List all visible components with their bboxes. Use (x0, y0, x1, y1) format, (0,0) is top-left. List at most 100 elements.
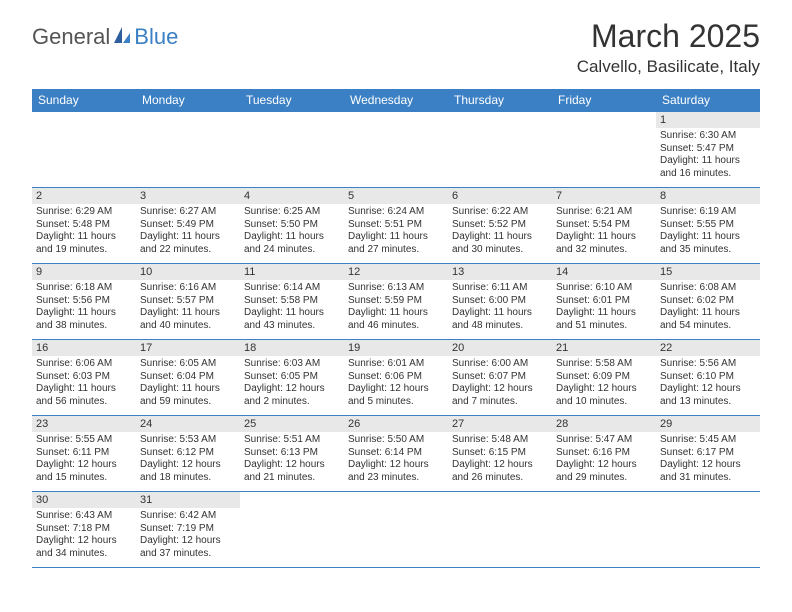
day-details: Sunrise: 6:14 AMSunset: 5:58 PMDaylight:… (240, 280, 344, 334)
calendar-day-cell: 9Sunrise: 6:18 AMSunset: 5:56 PMDaylight… (32, 264, 136, 340)
weekday-header: Sunday (32, 89, 136, 112)
daylight-line: Daylight: 11 hours and 22 minutes. (140, 231, 236, 256)
sunrise-line: Sunrise: 6:30 AM (660, 130, 756, 143)
sunset-line: Sunset: 6:15 PM (452, 447, 548, 460)
sunrise-line: Sunrise: 5:55 AM (36, 434, 132, 447)
sunrise-line: Sunrise: 6:05 AM (140, 358, 236, 371)
day-number: 10 (136, 264, 240, 280)
calendar-week-row: 9Sunrise: 6:18 AMSunset: 5:56 PMDaylight… (32, 264, 760, 340)
sunrise-line: Sunrise: 6:43 AM (36, 510, 132, 523)
day-details: Sunrise: 6:06 AMSunset: 6:03 PMDaylight:… (32, 356, 136, 410)
day-number: 12 (344, 264, 448, 280)
daylight-line: Daylight: 11 hours and 27 minutes. (348, 231, 444, 256)
day-number: 16 (32, 340, 136, 356)
sunset-line: Sunset: 5:47 PM (660, 143, 756, 156)
day-details: Sunrise: 6:03 AMSunset: 6:05 PMDaylight:… (240, 356, 344, 410)
calendar-empty-cell (344, 112, 448, 188)
day-number: 24 (136, 416, 240, 432)
calendar-day-cell: 22Sunrise: 5:56 AMSunset: 6:10 PMDayligh… (656, 340, 760, 416)
sunset-line: Sunset: 7:18 PM (36, 523, 132, 536)
day-details: Sunrise: 6:16 AMSunset: 5:57 PMDaylight:… (136, 280, 240, 334)
daylight-line: Daylight: 11 hours and 46 minutes. (348, 307, 444, 332)
daylight-line: Daylight: 12 hours and 15 minutes. (36, 459, 132, 484)
daylight-line: Daylight: 12 hours and 37 minutes. (140, 535, 236, 560)
sunrise-line: Sunrise: 5:56 AM (660, 358, 756, 371)
weekday-header: Tuesday (240, 89, 344, 112)
calendar-day-cell: 16Sunrise: 6:06 AMSunset: 6:03 PMDayligh… (32, 340, 136, 416)
sunset-line: Sunset: 6:11 PM (36, 447, 132, 460)
day-number: 18 (240, 340, 344, 356)
day-number: 17 (136, 340, 240, 356)
weekday-header: Thursday (448, 89, 552, 112)
daylight-line: Daylight: 11 hours and 54 minutes. (660, 307, 756, 332)
calendar-empty-cell (240, 112, 344, 188)
sunset-line: Sunset: 6:02 PM (660, 295, 756, 308)
calendar-day-cell: 2Sunrise: 6:29 AMSunset: 5:48 PMDaylight… (32, 188, 136, 264)
day-details: Sunrise: 6:08 AMSunset: 6:02 PMDaylight:… (656, 280, 760, 334)
day-number: 27 (448, 416, 552, 432)
sunrise-line: Sunrise: 6:00 AM (452, 358, 548, 371)
calendar-day-cell: 28Sunrise: 5:47 AMSunset: 6:16 PMDayligh… (552, 416, 656, 492)
sunrise-line: Sunrise: 6:16 AM (140, 282, 236, 295)
day-details: Sunrise: 5:55 AMSunset: 6:11 PMDaylight:… (32, 432, 136, 486)
calendar-day-cell: 30Sunrise: 6:43 AMSunset: 7:18 PMDayligh… (32, 492, 136, 568)
sunrise-line: Sunrise: 6:03 AM (244, 358, 340, 371)
daylight-line: Daylight: 11 hours and 43 minutes. (244, 307, 340, 332)
sunset-line: Sunset: 6:04 PM (140, 371, 236, 384)
calendar-day-cell: 27Sunrise: 5:48 AMSunset: 6:15 PMDayligh… (448, 416, 552, 492)
day-details: Sunrise: 6:05 AMSunset: 6:04 PMDaylight:… (136, 356, 240, 410)
header: General Blue March 2025 Calvello, Basili… (0, 0, 792, 85)
day-details: Sunrise: 6:00 AMSunset: 6:07 PMDaylight:… (448, 356, 552, 410)
weekday-header: Friday (552, 89, 656, 112)
daylight-line: Daylight: 12 hours and 29 minutes. (556, 459, 652, 484)
sunset-line: Sunset: 5:59 PM (348, 295, 444, 308)
weekday-header: Saturday (656, 89, 760, 112)
day-details: Sunrise: 6:43 AMSunset: 7:18 PMDaylight:… (32, 508, 136, 562)
sunset-line: Sunset: 6:07 PM (452, 371, 548, 384)
sunset-line: Sunset: 6:03 PM (36, 371, 132, 384)
sunset-line: Sunset: 6:14 PM (348, 447, 444, 460)
day-number: 26 (344, 416, 448, 432)
calendar-empty-cell (240, 492, 344, 568)
calendar-day-cell: 6Sunrise: 6:22 AMSunset: 5:52 PMDaylight… (448, 188, 552, 264)
day-details: Sunrise: 5:47 AMSunset: 6:16 PMDaylight:… (552, 432, 656, 486)
day-number: 13 (448, 264, 552, 280)
sunset-line: Sunset: 6:01 PM (556, 295, 652, 308)
day-number: 30 (32, 492, 136, 508)
daylight-line: Daylight: 11 hours and 30 minutes. (452, 231, 548, 256)
sunrise-line: Sunrise: 5:51 AM (244, 434, 340, 447)
calendar-week-row: 2Sunrise: 6:29 AMSunset: 5:48 PMDaylight… (32, 188, 760, 264)
sunset-line: Sunset: 5:56 PM (36, 295, 132, 308)
day-details: Sunrise: 5:56 AMSunset: 6:10 PMDaylight:… (656, 356, 760, 410)
sunrise-line: Sunrise: 5:48 AM (452, 434, 548, 447)
day-details: Sunrise: 6:21 AMSunset: 5:54 PMDaylight:… (552, 204, 656, 258)
sunset-line: Sunset: 6:12 PM (140, 447, 236, 460)
brand-text-2: Blue (134, 24, 178, 50)
day-details: Sunrise: 6:18 AMSunset: 5:56 PMDaylight:… (32, 280, 136, 334)
weekday-header-row: SundayMondayTuesdayWednesdayThursdayFrid… (32, 89, 760, 112)
daylight-line: Daylight: 11 hours and 19 minutes. (36, 231, 132, 256)
day-details: Sunrise: 6:19 AMSunset: 5:55 PMDaylight:… (656, 204, 760, 258)
calendar-empty-cell (344, 492, 448, 568)
day-details: Sunrise: 6:25 AMSunset: 5:50 PMDaylight:… (240, 204, 344, 258)
daylight-line: Daylight: 11 hours and 56 minutes. (36, 383, 132, 408)
sunrise-line: Sunrise: 6:10 AM (556, 282, 652, 295)
daylight-line: Daylight: 11 hours and 35 minutes. (660, 231, 756, 256)
calendar-day-cell: 15Sunrise: 6:08 AMSunset: 6:02 PMDayligh… (656, 264, 760, 340)
sunrise-line: Sunrise: 6:25 AM (244, 206, 340, 219)
daylight-line: Daylight: 11 hours and 51 minutes. (556, 307, 652, 332)
sunset-line: Sunset: 6:05 PM (244, 371, 340, 384)
sunset-line: Sunset: 5:51 PM (348, 219, 444, 232)
calendar-day-cell: 1Sunrise: 6:30 AMSunset: 5:47 PMDaylight… (656, 112, 760, 188)
day-number: 29 (656, 416, 760, 432)
sunrise-line: Sunrise: 6:01 AM (348, 358, 444, 371)
sunrise-line: Sunrise: 5:53 AM (140, 434, 236, 447)
calendar-empty-cell (32, 112, 136, 188)
daylight-line: Daylight: 12 hours and 10 minutes. (556, 383, 652, 408)
sunset-line: Sunset: 6:06 PM (348, 371, 444, 384)
calendar-empty-cell (656, 492, 760, 568)
day-number: 25 (240, 416, 344, 432)
month-title: March 2025 (577, 18, 760, 55)
calendar-day-cell: 12Sunrise: 6:13 AMSunset: 5:59 PMDayligh… (344, 264, 448, 340)
calendar-day-cell: 17Sunrise: 6:05 AMSunset: 6:04 PMDayligh… (136, 340, 240, 416)
